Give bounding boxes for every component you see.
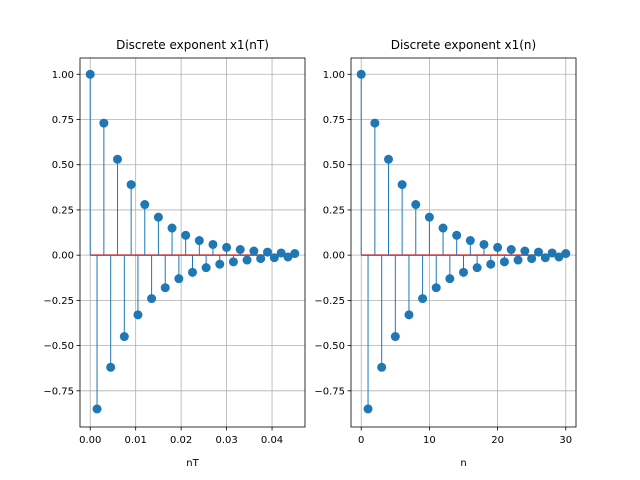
stem-marker — [99, 118, 109, 128]
stem-marker — [411, 200, 421, 210]
stem-marker — [215, 259, 225, 269]
axes-frame — [79, 57, 306, 428]
stem-marker — [256, 254, 266, 264]
stem-marker — [438, 223, 448, 233]
stem-marker — [119, 332, 129, 342]
y-tick-label: 0.25 — [52, 205, 74, 216]
y-tick-label: 0.25 — [323, 205, 345, 216]
stem-marker — [249, 246, 259, 256]
stem-marker — [242, 255, 252, 265]
stem-marker — [431, 283, 441, 293]
stem-marker — [222, 242, 232, 252]
stem-marker — [188, 267, 197, 277]
y-tick-label: 1.00 — [323, 70, 345, 81]
stem-marker — [547, 248, 557, 258]
stem-marker — [276, 248, 286, 258]
stem-marker — [147, 294, 157, 304]
stem-marker — [554, 252, 564, 262]
plot-area — [80, 58, 305, 427]
x-tick-label: 10 — [423, 435, 436, 446]
chart-title: Discrete exponent x1(nT) — [116, 38, 269, 52]
stem-marker — [534, 247, 543, 257]
stem-marker — [235, 245, 245, 255]
x-tick-label: 0 — [358, 435, 364, 446]
axes-frame — [350, 57, 577, 428]
x-tick-label: 20 — [491, 435, 504, 446]
stem-marker — [397, 180, 407, 190]
plot-area — [351, 58, 576, 427]
y-tick-label: −0.50 — [43, 341, 74, 352]
y-tick-label: −0.50 — [314, 341, 345, 352]
stem-marker — [356, 69, 366, 79]
y-tick-label: 0.00 — [323, 251, 345, 262]
stem-marker — [160, 283, 170, 293]
stem-marker — [520, 246, 530, 256]
stem-marker — [377, 362, 387, 372]
stem-marker — [167, 223, 177, 233]
stem-marker — [479, 239, 489, 249]
stem-marker — [472, 263, 482, 273]
y-tick-label: −0.75 — [314, 386, 345, 397]
stem-marker — [140, 200, 150, 210]
y-tick-label: 1.00 — [52, 70, 74, 81]
stem-marker — [404, 310, 414, 320]
stem-marker — [513, 255, 523, 265]
stem-marker — [499, 257, 509, 267]
stem-marker — [174, 274, 184, 284]
stem-marker — [459, 267, 468, 277]
subplot-right: 0 10 20 30 1.00 0.75 0.50 0.25 0.00 −0.25 −0.50 −0.… — [314, 38, 577, 469]
stem-marker — [561, 249, 571, 259]
stem-marker — [126, 180, 136, 190]
stem-marker — [493, 242, 503, 252]
y-tick-label: 0.50 — [323, 160, 345, 171]
stem-marker — [445, 274, 455, 284]
stem-marker — [424, 212, 434, 222]
x-tick-label: 0.02 — [170, 435, 192, 446]
stem-marker — [92, 404, 102, 414]
stem-marker — [263, 247, 272, 257]
stem-marker — [181, 230, 191, 240]
subplot-left: 0.00 0.01 0.02 0.03 0.04 1.00 0.75 0.50 0.25 0.00… — [43, 38, 306, 469]
y-tick-label: 0.50 — [52, 160, 74, 171]
stem-marker — [384, 154, 393, 164]
x-axis-label: nT — [186, 458, 199, 469]
stem-marker — [201, 263, 211, 273]
stem-marker — [486, 259, 496, 269]
stem-marker — [269, 253, 279, 263]
stem-marker — [452, 230, 462, 240]
stem-marker — [194, 236, 204, 246]
y-tick-label: 0.00 — [52, 251, 74, 262]
stem-marker — [465, 236, 475, 246]
stem-marker — [506, 245, 516, 255]
stem-marker — [113, 154, 122, 164]
stem-marker — [133, 310, 143, 320]
stem-marker — [85, 69, 95, 79]
stem-marker — [418, 294, 428, 304]
stem-marker — [283, 252, 293, 262]
stem-marker — [153, 212, 163, 222]
stem-marker — [208, 239, 218, 249]
y-tick-label: 0.75 — [52, 115, 74, 126]
stem-marker — [540, 253, 550, 263]
x-tick-label: 0.04 — [261, 435, 283, 446]
x-tick-label: 0.03 — [215, 435, 237, 446]
x-tick-label: 0.00 — [79, 435, 101, 446]
stem-marker — [370, 118, 380, 128]
stem-marker — [106, 362, 116, 372]
stem-marker — [390, 332, 400, 342]
y-tick-label: −0.75 — [43, 386, 74, 397]
chart-title: Discrete exponent x1(n) — [391, 38, 536, 52]
stem-marker — [363, 404, 373, 414]
y-tick-label: −0.25 — [43, 296, 74, 307]
y-tick-label: 0.75 — [323, 115, 345, 126]
stem-marker — [290, 249, 300, 259]
y-tick-label: −0.25 — [314, 296, 345, 307]
stem-marker — [527, 254, 537, 264]
x-axis-label: n — [460, 458, 466, 469]
stem-marker — [228, 257, 238, 267]
x-tick-label: 30 — [559, 435, 572, 446]
x-tick-label: 0.01 — [125, 435, 147, 446]
